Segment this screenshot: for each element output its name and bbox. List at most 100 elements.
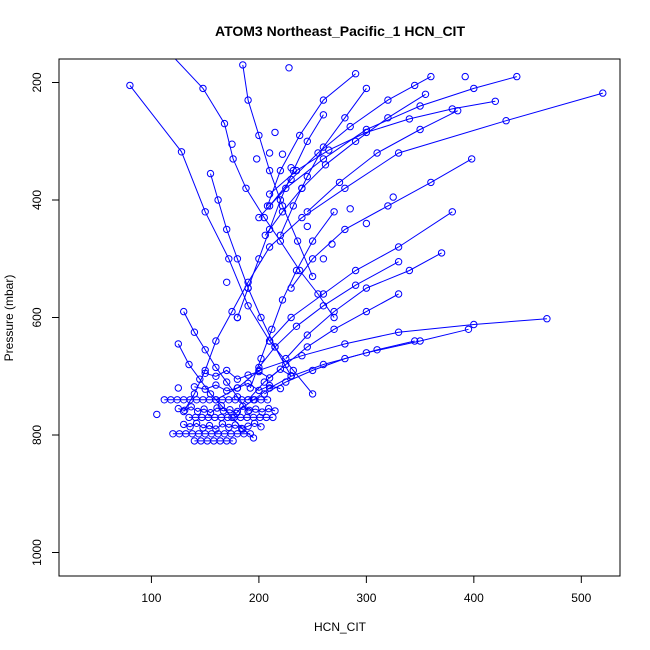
data-point [351, 70, 360, 78]
data-point [362, 284, 371, 292]
data-point [285, 64, 293, 72]
data-point [265, 190, 274, 198]
data-point [330, 313, 338, 322]
data-point [269, 413, 277, 422]
data-point [341, 354, 349, 363]
data-point [282, 378, 290, 386]
data-point [220, 119, 229, 128]
cluster-series-4 [190, 437, 237, 445]
data-point [330, 208, 338, 216]
data-point [212, 381, 220, 389]
data-point [223, 378, 231, 386]
data-point [255, 213, 263, 222]
data-point [319, 360, 328, 369]
series-layer [126, 59, 607, 445]
data-point [223, 278, 231, 286]
data-point [255, 131, 263, 140]
data-point [411, 337, 419, 345]
profile-series-16 [239, 61, 317, 281]
y-tick-label: 600 [30, 307, 44, 327]
profile-series-17-line [236, 114, 324, 318]
data-point [394, 290, 403, 298]
data-point [389, 193, 397, 201]
data-point [276, 384, 285, 393]
data-point [308, 366, 317, 375]
data-point [244, 371, 252, 379]
data-point [201, 369, 209, 377]
data-point [174, 340, 183, 348]
data-point [470, 320, 478, 329]
data-point [461, 72, 469, 81]
data-point [303, 222, 311, 231]
data-point [384, 114, 392, 122]
data-point [265, 166, 274, 175]
data-point [287, 372, 295, 380]
data-point [255, 367, 263, 376]
profile-series-21-line [247, 293, 399, 401]
data-point [238, 424, 246, 433]
profile-series-24-line [269, 76, 432, 207]
profile-series-13-line [264, 93, 426, 236]
data-point [206, 169, 215, 178]
data-point [260, 213, 268, 222]
cluster-series-1 [160, 396, 272, 404]
data-point [421, 90, 430, 99]
data-point [287, 164, 295, 172]
data-point [437, 249, 446, 257]
data-point [185, 360, 193, 369]
data-point [341, 184, 349, 193]
data-point [233, 255, 242, 263]
x-axis-label: HCN_CIT [314, 620, 367, 634]
data-point [218, 420, 227, 428]
data-point [246, 430, 255, 438]
data-point [268, 325, 276, 333]
data-point [362, 128, 371, 137]
data-point [341, 225, 349, 234]
data-point [252, 405, 260, 413]
data-point [319, 302, 328, 310]
profile-series-9-line [285, 252, 442, 359]
chart-title: ATOM3 Northeast_Pacific_1 HCN_CIT [215, 23, 465, 39]
data-point [351, 266, 360, 275]
data-point [416, 102, 424, 110]
data-point [470, 84, 478, 93]
profile-series-9 [282, 249, 446, 363]
data-point [298, 213, 306, 222]
data-point [308, 272, 317, 281]
data-point [244, 278, 252, 286]
x-tick-label: 100 [141, 591, 161, 605]
profile-series-18-line [279, 88, 367, 236]
data-point [276, 231, 285, 240]
data-point [265, 149, 274, 157]
data-point [271, 343, 279, 351]
data-point [225, 423, 233, 432]
data-point [405, 115, 414, 123]
data-point [276, 196, 285, 204]
profile-series-11 [260, 337, 419, 398]
data-point [321, 161, 330, 169]
data-point [201, 208, 209, 216]
data-point [201, 385, 209, 393]
data-point [232, 409, 241, 417]
data-point [258, 408, 266, 416]
data-point [599, 89, 607, 97]
data-point [187, 403, 195, 411]
profile-series-6-line [269, 211, 453, 342]
data-point [373, 149, 381, 157]
data-point [257, 423, 265, 431]
data-point [319, 143, 328, 151]
data-point [346, 205, 354, 213]
profile-series-3-line [183, 92, 603, 412]
data-point [427, 178, 435, 187]
data-point [250, 419, 259, 427]
data-point [278, 296, 287, 304]
data-point [212, 363, 220, 372]
data-point [543, 315, 551, 323]
data-point [190, 383, 199, 391]
data-point [346, 122, 354, 131]
data-point [328, 240, 336, 248]
cluster-series-7 [190, 379, 285, 395]
x-tick-label: 200 [249, 591, 269, 605]
data-point [341, 114, 349, 122]
profile-series-16-line [242, 64, 314, 277]
